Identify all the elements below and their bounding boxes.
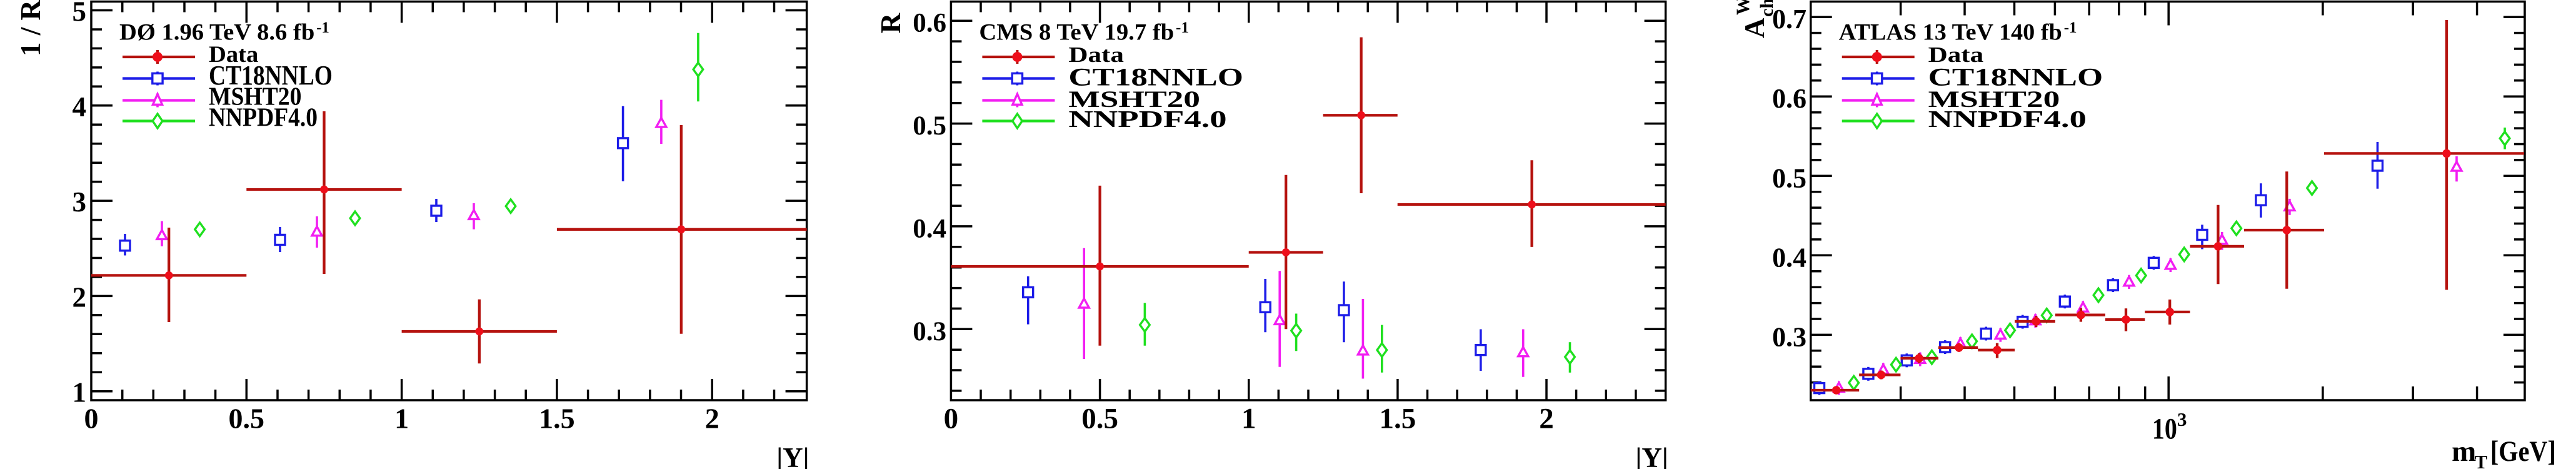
svg-text:|Y|: |Y| — [1635, 442, 1668, 469]
svg-text:4: 4 — [73, 91, 87, 123]
svg-text:0.5: 0.5 — [1081, 403, 1118, 435]
svg-text:0.4: 0.4 — [1772, 242, 1807, 273]
svg-text:MSHT20: MSHT20 — [1928, 87, 2060, 113]
svg-text:0.3: 0.3 — [1772, 321, 1807, 352]
svg-text:0: 0 — [84, 403, 99, 435]
svg-text:-1: -1 — [1176, 19, 1189, 36]
svg-text:[GeV]: [GeV] — [2490, 435, 2556, 468]
svg-text:ch: ch — [1757, 0, 1777, 17]
svg-text:-1: -1 — [2064, 19, 2077, 36]
svg-text:R: R — [875, 13, 906, 33]
svg-text:DØ 1.96 TeV 8.6 fb: DØ 1.96 TeV 8.6 fb — [119, 20, 314, 46]
svg-text:Data: Data — [209, 42, 258, 68]
svg-text:5: 5 — [73, 0, 87, 28]
svg-text:T: T — [2475, 451, 2487, 469]
svg-text:0.4: 0.4 — [913, 214, 946, 243]
svg-text:0.6: 0.6 — [1772, 83, 1807, 114]
svg-text:2: 2 — [1539, 403, 1554, 435]
svg-text:10: 10 — [2152, 412, 2177, 445]
svg-text:Data: Data — [1928, 43, 1984, 67]
svg-text:CMS 8 TeV 19.7 fb: CMS 8 TeV 19.7 fb — [979, 20, 1174, 46]
svg-text:CT18NNLO: CT18NNLO — [1928, 63, 2103, 91]
svg-text:CT18NNLO: CT18NNLO — [209, 60, 333, 91]
svg-text:NNPDF4.0: NNPDF4.0 — [1068, 106, 1226, 133]
svg-text:3: 3 — [73, 186, 87, 218]
svg-text:NNPDF4.0: NNPDF4.0 — [1928, 106, 2087, 133]
svg-text:1: 1 — [73, 377, 87, 408]
svg-text:1.5: 1.5 — [539, 403, 575, 435]
svg-text:MSHT20: MSHT20 — [1068, 87, 1200, 113]
svg-text:Data: Data — [1068, 43, 1124, 67]
svg-text:0.5: 0.5 — [1772, 163, 1807, 193]
svg-text:1: 1 — [394, 403, 409, 435]
svg-text:-1: -1 — [316, 19, 329, 36]
svg-text:A: A — [1739, 18, 1770, 38]
svg-text:3: 3 — [2177, 408, 2187, 430]
svg-text:0.3: 0.3 — [913, 317, 946, 346]
svg-text:1 / R: 1 / R — [15, 0, 46, 56]
svg-text:0.7: 0.7 — [1772, 4, 1807, 34]
svg-text:|Y|: |Y| — [776, 442, 809, 469]
svg-text:CT18NNLO: CT18NNLO — [1068, 63, 1243, 91]
svg-text:2: 2 — [705, 403, 719, 435]
svg-text:0.5: 0.5 — [913, 111, 946, 141]
svg-text:2: 2 — [73, 281, 87, 313]
svg-text:1.5: 1.5 — [1380, 403, 1416, 435]
svg-text:0: 0 — [944, 403, 959, 435]
svg-text:ATLAS 13 TeV 140 fb: ATLAS 13 TeV 140 fb — [1839, 20, 2062, 46]
svg-text:W: W — [1733, 0, 1753, 15]
svg-text:1: 1 — [1241, 403, 1256, 435]
svg-text:MSHT20: MSHT20 — [209, 81, 301, 110]
svg-text:m: m — [2452, 435, 2476, 468]
svg-text:NNPDF4.0: NNPDF4.0 — [209, 103, 318, 133]
svg-text:0.6: 0.6 — [913, 9, 946, 38]
svg-text:0.5: 0.5 — [229, 403, 265, 435]
